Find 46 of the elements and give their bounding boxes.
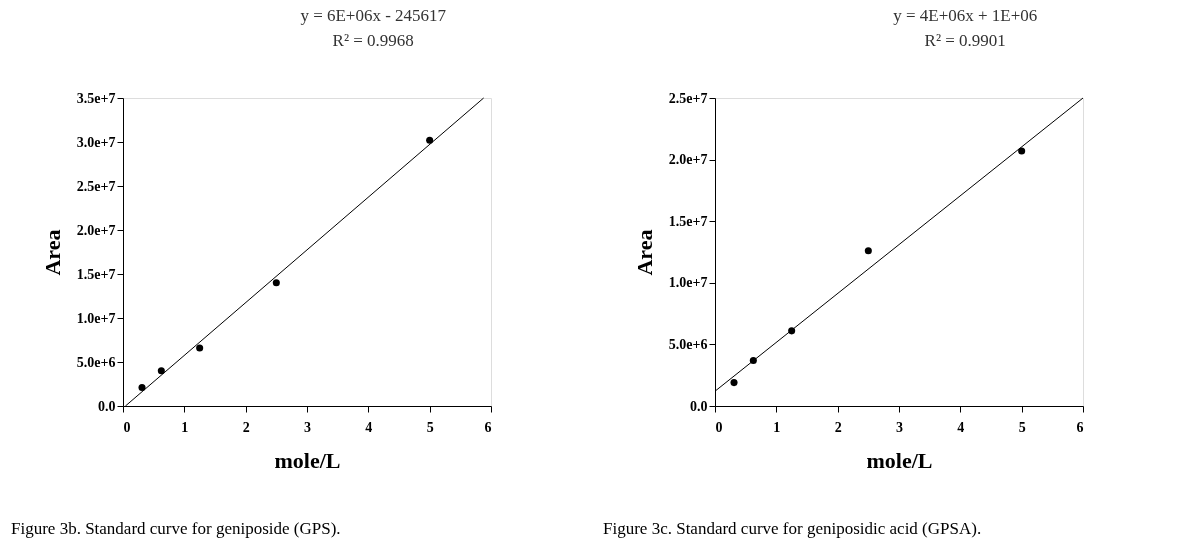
- point: [1018, 147, 1026, 155]
- y-tick-label: 5.0e+6: [668, 336, 708, 352]
- y-tick-label: 2.5e+7: [76, 178, 116, 194]
- point: [138, 383, 146, 392]
- text: R² = 0.9901: [924, 31, 1006, 50]
- y-axis-title: Area: [631, 229, 657, 276]
- y-tick-label: 3.0e+7: [76, 134, 116, 150]
- point: [157, 367, 165, 375]
- y-tick-label: 1.5e+7: [76, 266, 116, 282]
- text: y = 6E+06x - 245617: [300, 6, 447, 25]
- x-tick-label: 1: [181, 419, 189, 435]
- x-tick-label: 4: [365, 419, 373, 435]
- x-tick-label: 2: [834, 419, 842, 435]
- y-tick-label: 1.0e+7: [668, 275, 708, 291]
- x-tick-label: 6: [1076, 419, 1084, 435]
- point: [196, 344, 204, 352]
- text: y = 4E+06x + 1E+06: [893, 6, 1038, 25]
- x-tick-label: 0: [123, 419, 131, 435]
- y-tick-label: 0.0: [690, 398, 708, 414]
- point: [864, 247, 872, 255]
- x-tick-label: 0: [715, 419, 723, 435]
- x-tick-label: 5: [1018, 419, 1026, 435]
- y-tick-label: 2.0e+7: [668, 152, 708, 168]
- y-tick-label: 1.0e+7: [76, 310, 116, 326]
- x-tick-label: 3: [896, 419, 903, 435]
- y-axis-title: Area: [39, 229, 65, 276]
- y-tick-label: 0.0: [98, 398, 116, 414]
- y-tick-label: 5.0e+6: [76, 354, 116, 370]
- y-tick-label: 3.5e+7: [76, 90, 116, 106]
- caption: Figure 3c. Standard curve for geniposidic acid (GPSA).: [603, 519, 982, 538]
- x-tick-label: 3: [304, 419, 311, 435]
- caption: Figure 3b. Standard curve for geniposide (GPS).: [11, 519, 341, 538]
- y-tick-label: 1.5e+7: [668, 213, 708, 229]
- y-tick-label: 2.5e+7: [668, 90, 708, 106]
- x-tick-label: 6: [484, 419, 492, 435]
- text: R² = 0.9968: [332, 31, 414, 50]
- x-axis-title: mole/L: [274, 447, 341, 473]
- point: [426, 136, 434, 144]
- x-tick-label: 1: [773, 419, 781, 435]
- point: [730, 379, 738, 387]
- x-tick-label: 5: [426, 419, 434, 435]
- x-tick-label: 4: [957, 419, 965, 435]
- x-tick-label: 2: [242, 419, 250, 435]
- y-tick-label: 2.0e+7: [76, 222, 116, 238]
- point: [272, 279, 280, 287]
- x-axis-title: mole/L: [866, 447, 933, 473]
